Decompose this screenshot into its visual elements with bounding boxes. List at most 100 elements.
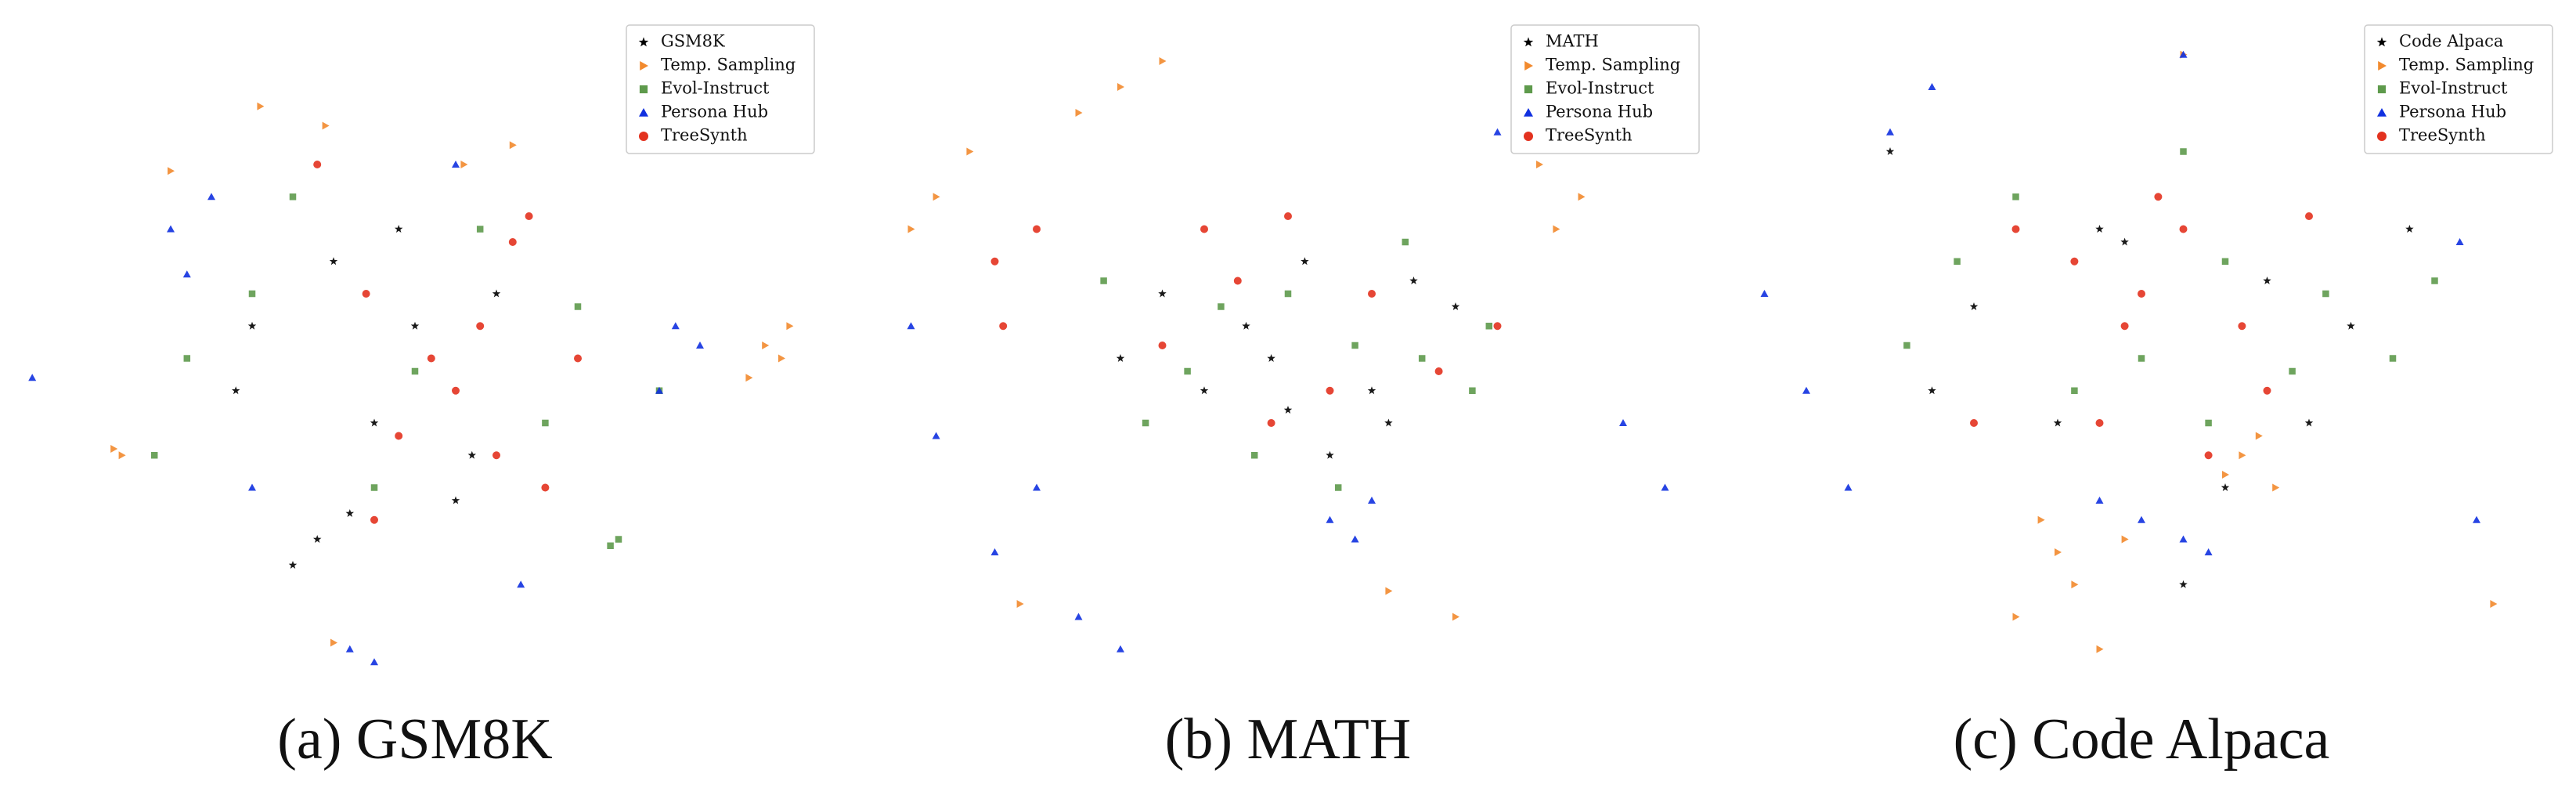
scatter-point bbox=[1200, 386, 1209, 395]
scatter-point bbox=[182, 270, 191, 278]
scatter-point bbox=[2037, 515, 2045, 524]
scatter-point bbox=[2263, 277, 2271, 284]
scatter-point bbox=[451, 496, 460, 504]
scatter-point bbox=[2071, 580, 2079, 589]
panel: GSM8K Temp. Sampling Evol-Instruct Persona … bbox=[28, 24, 815, 772]
scatter-point bbox=[1218, 303, 1225, 310]
scatter-point bbox=[1969, 302, 1979, 310]
scatter-point bbox=[1553, 225, 1560, 233]
scatter-point bbox=[1142, 419, 1149, 427]
scatter-point bbox=[28, 374, 37, 381]
scatter-point bbox=[452, 161, 460, 168]
scatter-point bbox=[1267, 354, 1275, 362]
scatter-point bbox=[2055, 548, 2062, 556]
scatter-point bbox=[1116, 354, 1125, 362]
legend-marker bbox=[639, 132, 648, 141]
scatter-point bbox=[1158, 342, 1167, 349]
scatter-point bbox=[1368, 497, 1376, 504]
scatter-point bbox=[2011, 225, 2020, 233]
scatter-point bbox=[370, 484, 378, 491]
scatter-point bbox=[907, 322, 915, 330]
scatter-point bbox=[411, 367, 419, 375]
scatter-point bbox=[2255, 432, 2263, 440]
scatter-point bbox=[1619, 419, 1627, 426]
legend-box bbox=[1510, 24, 1700, 154]
scatter-point bbox=[2204, 548, 2213, 555]
scatter-point bbox=[1100, 277, 1107, 284]
scatter-point bbox=[2431, 277, 2438, 284]
scatter-point bbox=[2138, 515, 2145, 523]
scatter-point bbox=[2238, 322, 2246, 331]
scatter-point bbox=[370, 658, 378, 666]
scatter-point bbox=[1016, 600, 1024, 608]
scatter-point bbox=[2138, 290, 2145, 298]
scatter-point bbox=[2179, 225, 2188, 233]
scatter-point bbox=[1284, 212, 1292, 220]
scatter-point bbox=[312, 535, 322, 543]
scatter-point bbox=[492, 451, 500, 460]
scatter-point bbox=[990, 257, 999, 266]
scatter-point bbox=[1117, 83, 1124, 91]
scatter-point bbox=[2347, 321, 2355, 330]
scatter-point bbox=[1074, 613, 1083, 620]
legend-label: TreeSynth bbox=[661, 126, 748, 145]
scatter-point bbox=[2205, 419, 2212, 427]
scatter-point bbox=[2070, 257, 2079, 266]
scatter-point bbox=[2473, 515, 2480, 523]
scatter-point bbox=[1384, 418, 1393, 427]
scatter-point bbox=[2305, 212, 2313, 220]
scatter-point bbox=[2289, 367, 2296, 375]
legend-label: Code Alpaca bbox=[2399, 32, 2503, 51]
legend-marker bbox=[1524, 108, 1533, 117]
scatter-point bbox=[509, 141, 517, 150]
scatter-point bbox=[2095, 225, 2104, 233]
scatter-point bbox=[2304, 418, 2314, 427]
scatter-point bbox=[1159, 57, 1167, 65]
scatter-point bbox=[150, 452, 158, 459]
scatter-point bbox=[2053, 418, 2062, 427]
legend: Code Alpaca Temp. Sampling Evol-Instruct Pe… bbox=[2364, 24, 2553, 154]
scatter-point bbox=[183, 355, 191, 362]
scatter-point bbox=[2490, 600, 2498, 608]
scatter-point bbox=[1326, 515, 1334, 523]
scatter-point bbox=[1075, 109, 1083, 117]
scatter-point bbox=[2179, 535, 2188, 543]
scatter-point bbox=[2095, 419, 2104, 427]
legend-marker bbox=[1524, 61, 1533, 70]
scatter-point bbox=[1954, 258, 1961, 265]
scatter-point bbox=[1267, 419, 1275, 427]
scatter-point bbox=[394, 225, 403, 233]
scatter-point bbox=[362, 290, 370, 298]
scatter-point bbox=[257, 102, 265, 110]
scatter-point bbox=[410, 321, 420, 330]
scatter-point bbox=[1493, 128, 1502, 136]
scatter-point bbox=[933, 193, 940, 201]
scatter-point bbox=[1200, 225, 1208, 233]
scatter-point bbox=[476, 322, 485, 331]
scatter-point bbox=[786, 322, 794, 331]
scatter-point bbox=[330, 638, 337, 647]
scatter-point bbox=[1578, 193, 1586, 201]
panel: Code Alpaca Temp. Sampling Evol-Instruct Pe… bbox=[1760, 24, 2553, 772]
panel: MATH Temp. Sampling Evol-Instruct Persona H… bbox=[907, 24, 1700, 772]
scatter-point bbox=[1928, 83, 1936, 90]
legend: MATH Temp. Sampling Evol-Instruct Persona H… bbox=[1510, 24, 1700, 154]
scatter-point bbox=[248, 290, 256, 298]
scatter-point bbox=[2096, 645, 2104, 653]
legend-label: TreeSynth bbox=[2399, 126, 2486, 145]
legend-marker bbox=[2378, 61, 2387, 70]
scatter-point bbox=[2138, 355, 2145, 362]
scatter-point bbox=[574, 303, 582, 310]
panel-caption: (b) MATH bbox=[1165, 707, 1411, 772]
scatter-point bbox=[2222, 471, 2229, 479]
scatter-point bbox=[2179, 50, 2188, 58]
scatter-point bbox=[1903, 342, 1910, 349]
scatter-point bbox=[1283, 406, 1293, 414]
scatter-point bbox=[1760, 290, 1769, 297]
scatter-point bbox=[574, 354, 582, 363]
scatter-point bbox=[907, 225, 915, 233]
scatter-point bbox=[2154, 193, 2163, 201]
scatter-point bbox=[1367, 386, 1376, 395]
scatter-point bbox=[110, 445, 118, 453]
